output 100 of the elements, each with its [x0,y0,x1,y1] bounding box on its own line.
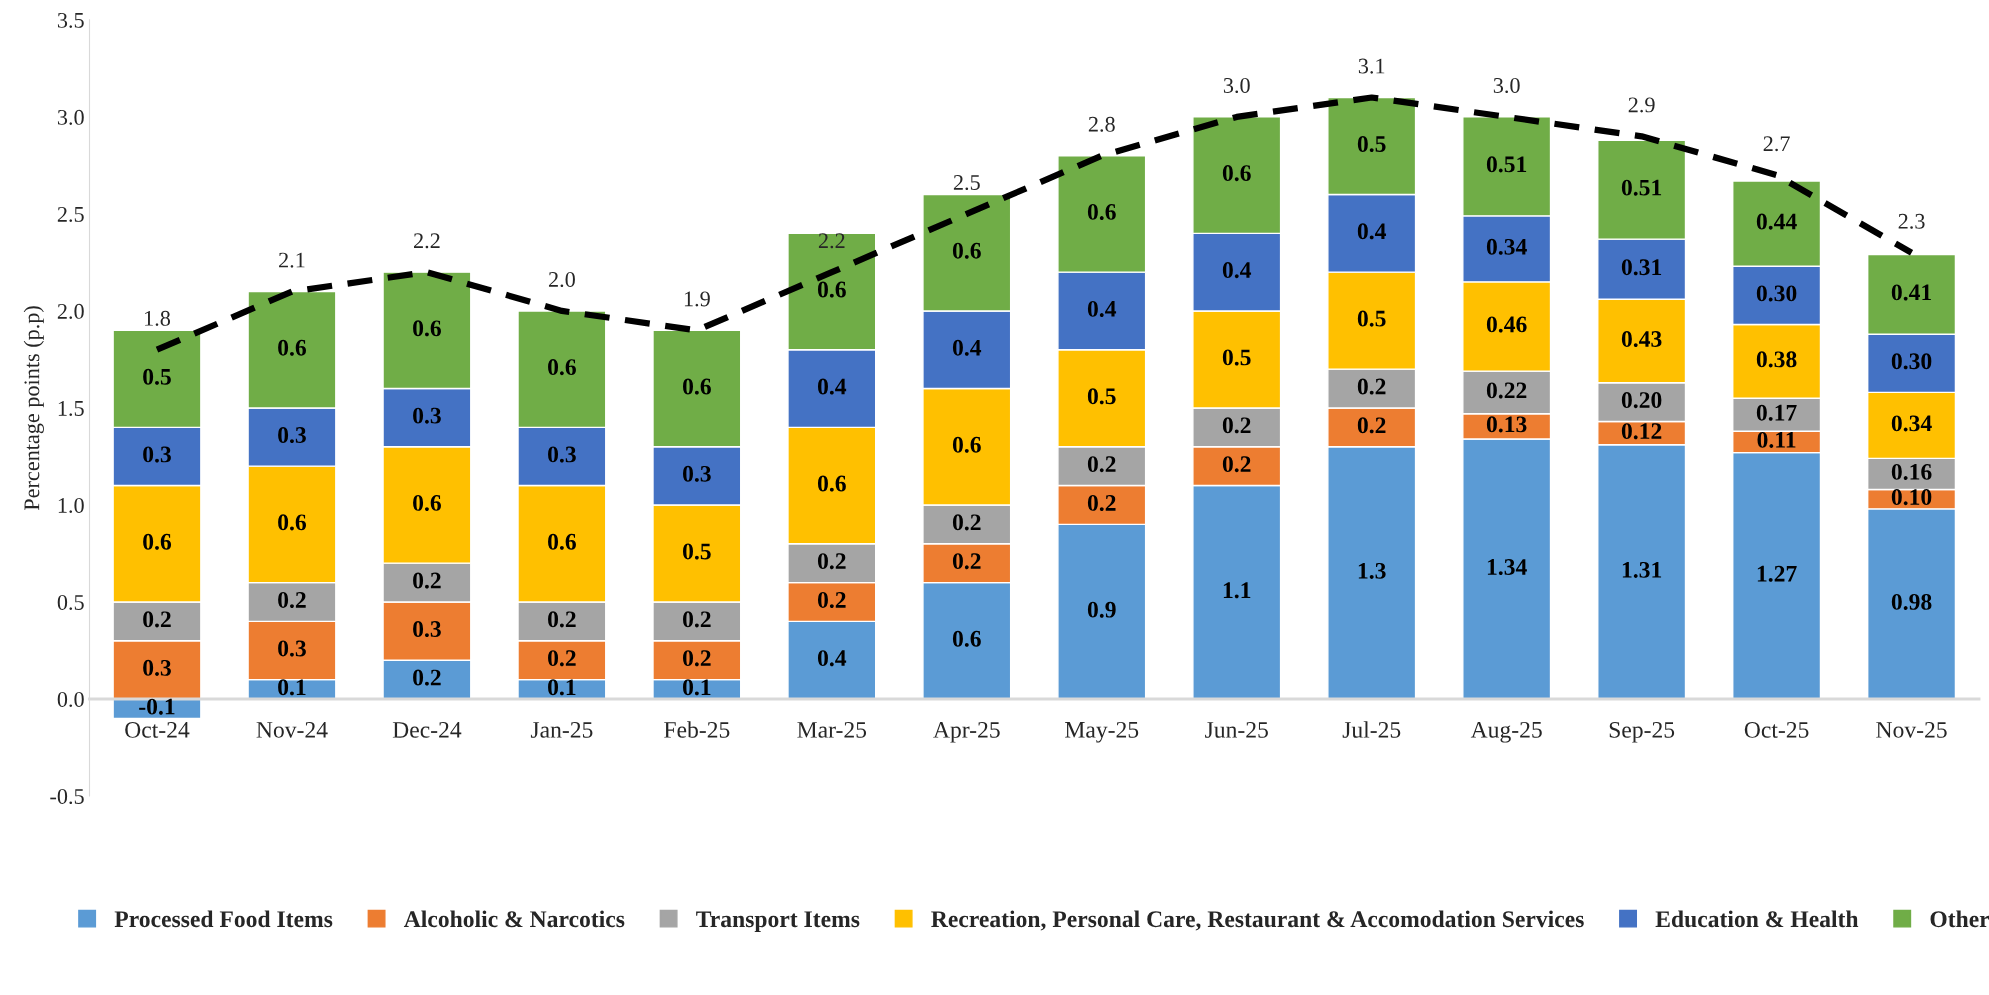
data-label: 0.3 [413,621,441,638]
data-label: 0.2 [413,669,441,686]
data-label: 0.4 [817,650,847,667]
data-label: 1.31 [1622,561,1662,578]
y-tick-label: 3.5 [57,12,84,28]
data-label: 2.2 [414,233,440,249]
data-label: 0.1 [683,679,711,696]
legend-label: Recreation, Personal Care, Restaurant & Accomodation Services [931,910,1584,931]
data-label: 0.46 [1486,316,1527,333]
data-label: 0.5 [1357,135,1386,153]
data-label: 0.51 [1621,179,1662,196]
y-tick-label: 2.5 [57,206,84,222]
data-label: 2.8 [1088,116,1115,132]
x-tick-label: Nov-25 [1876,721,1947,738]
y-tick-label: -0.5 [50,788,84,805]
data-label: 0.2 [278,591,306,608]
data-label: 0.2 [952,553,981,570]
data-label: 0.2 [817,591,846,608]
data-label: 0.5 [143,368,171,385]
data-label: 0.6 [548,359,576,376]
data-label: 0.6 [683,378,711,395]
data-label: 0.16 [1891,463,1932,480]
x-tick-label: Dec-24 [392,721,462,738]
y-axis-title: Percentage points (p.p) [23,306,44,511]
data-label: 3.1 [1358,58,1385,74]
x-tick-label: May-25 [1065,721,1139,743]
data-label: 0.6 [413,320,441,337]
data-label: 0.10 [1891,489,1932,506]
y-tick-label: 0.5 [57,594,84,610]
y-tick-label: 3.0 [57,109,84,125]
data-label: 0.1 [278,679,306,696]
x-tick-label: Oct-25 [1744,721,1809,738]
x-tick-label: Sep-25 [1609,721,1675,743]
data-label: 0.31 [1621,259,1662,276]
data-label: 0.4 [817,378,847,395]
data-label: 0.6 [952,242,981,259]
data-label: 0.2 [413,572,441,589]
data-label: 0.3 [548,446,576,463]
y-tick-label: 2.0 [57,303,84,319]
data-label: 0.4 [1222,262,1252,279]
data-label: 0.2 [683,611,711,628]
data-label: 1.9 [684,291,710,307]
data-label: 0.6 [1222,165,1251,182]
data-label: 0.5 [1222,349,1251,366]
data-label: 0.34 [1486,238,1527,255]
data-label: 0.9 [1087,601,1116,618]
data-label: 1.1 [1223,582,1251,599]
data-label: 0.3 [143,446,171,463]
data-label: 0.3 [143,659,171,676]
legend-label: Transport Items [696,911,860,932]
x-tick-label: Oct-24 [125,721,190,738]
data-label: 0.2 [952,514,981,531]
data-label: 0.6 [413,494,441,511]
data-label: 0.6 [278,514,307,531]
data-label: 2.9 [1628,97,1655,113]
data-label: 0.98 [1891,593,1932,610]
data-label: 0.5 [1087,388,1116,405]
data-label: 0.20 [1621,392,1662,409]
x-tick-label: Jan-25 [530,721,593,738]
data-label: 0.12 [1621,423,1662,440]
data-label: 0.6 [1087,203,1116,220]
data-label: 2.2 [818,233,845,249]
data-label: 0.43 [1621,330,1662,348]
data-label: 2.1 [279,252,305,268]
data-label: 0.3 [413,407,441,424]
data-label: 0.2 [1087,456,1116,473]
legend-label: Education & Health [1655,910,1859,928]
data-label: 0.51 [1486,156,1527,173]
legend-label: Other [1930,910,1989,928]
data-label: 0.2 [683,650,711,667]
x-tick-label: Apr-25 [933,721,1000,743]
data-label: 0.5 [1357,310,1386,327]
data-label: 2.5 [953,175,980,191]
data-label: 0.6 [143,533,172,550]
data-label: 0.2 [1087,494,1116,511]
data-label: 0.41 [1891,284,1932,301]
data-label: 0.11 [1757,431,1796,448]
data-label: 0.2 [548,650,576,667]
data-label: 1.34 [1487,559,1527,575]
data-label: 0.6 [548,533,576,550]
data-label: 2.7 [1763,136,1790,152]
data-label: 0.4 [952,339,982,356]
data-label: 0.3 [278,427,306,444]
data-label: 0.5 [683,543,711,560]
data-label: 3.0 [1223,77,1250,94]
data-label: 3.0 [1493,77,1520,94]
data-label: 0.2 [1357,378,1386,395]
data-label: 0.4 [1087,300,1117,317]
x-tick-label: Mar-25 [797,721,867,738]
data-label: 0.2 [1222,456,1251,473]
data-label: 0.30 [1756,285,1797,302]
x-tick-label: Aug-25 [1470,721,1542,743]
y-tick-label: 1.5 [58,400,84,416]
data-label: 2.3 [1898,213,1925,229]
data-label: 0.2 [1357,417,1386,434]
x-tick-label: Jun-25 [1205,721,1268,738]
data-label: 0.6 [952,436,981,453]
legend-label: Alcoholic & Narcotics [403,910,625,928]
data-label: 0.44 [1756,213,1797,230]
data-label: 0.6 [817,281,846,298]
